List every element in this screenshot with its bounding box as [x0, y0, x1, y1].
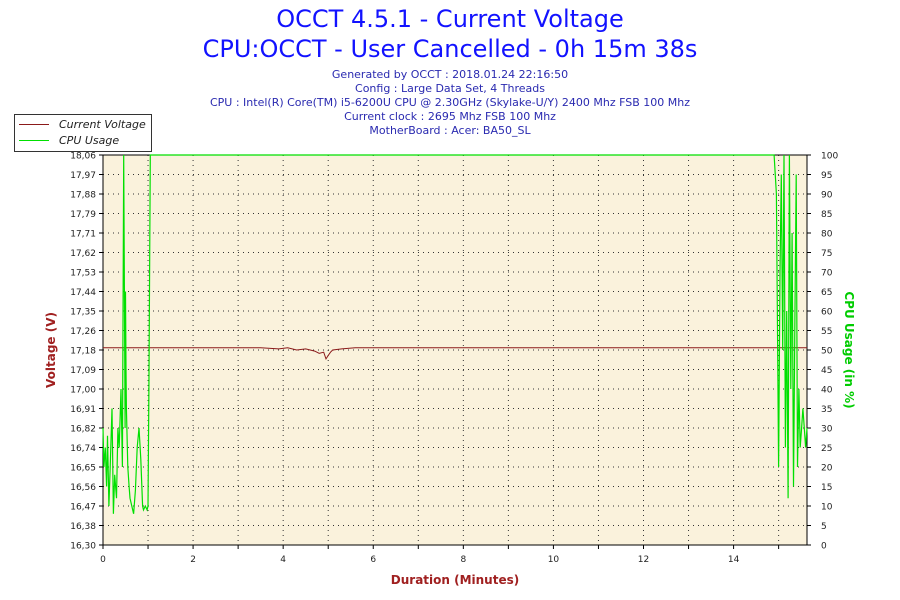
- y-tick-label: 17,26: [70, 327, 96, 337]
- y-tick-label: 17,53: [70, 269, 96, 279]
- y-tick-label: 16,56: [70, 483, 96, 493]
- y2-tick-label: 65: [821, 288, 832, 298]
- y-tick-label: 16,30: [70, 542, 96, 552]
- x-tick-label: 6: [370, 555, 376, 565]
- series-line-current-voltage: [103, 347, 807, 361]
- series-line-cpu-usage: [102, 154, 808, 514]
- y2-tick-label: 35: [821, 405, 832, 415]
- legend-label-cpu: CPU Usage: [59, 134, 120, 147]
- plot-area: [103, 155, 807, 545]
- y2-tick-label: 55: [821, 327, 832, 337]
- legend-swatch-cpu: [19, 140, 49, 141]
- y2-axis-label: CPU Usage (in %): [842, 291, 856, 408]
- x-tick-label: 4: [280, 555, 286, 565]
- y-tick-label: 16,38: [70, 522, 96, 532]
- y-tick-label: 16,82: [70, 425, 96, 435]
- y-tick-label: 17,35: [70, 308, 96, 318]
- y2-tick-label: 50: [821, 347, 833, 357]
- y2-tick-label: 15: [821, 483, 832, 493]
- info-line-clock: Current clock : 2695 Mhz FSB 100 Mhz: [344, 110, 556, 123]
- y-tick-label: 18,06: [70, 152, 96, 162]
- y2-tick-label: 45: [821, 366, 832, 376]
- y2-tick-label: 10: [821, 503, 833, 513]
- info-line-motherboard: MotherBoard : Acer: BA50_SL: [369, 124, 531, 137]
- y-tick-label: 17,97: [70, 171, 96, 181]
- y2-tick-label: 100: [821, 152, 838, 162]
- y2-tick-label: 90: [821, 191, 833, 201]
- y-tick-label: 17,18: [70, 347, 96, 357]
- y-tick-label: 16,74: [70, 444, 96, 454]
- x-tick-label: 14: [728, 555, 740, 565]
- legend-swatch-voltage: [19, 124, 49, 125]
- y2-tick-label: 70: [821, 269, 833, 279]
- y-tick-label: 16,91: [70, 405, 96, 415]
- y2-tick-label: 40: [821, 386, 833, 396]
- y-tick-label: 17,09: [70, 366, 96, 376]
- x-tick-label: 2: [190, 555, 196, 565]
- info-line-cpu: CPU : Intel(R) Core(TM) i5-6200U CPU @ 2…: [209, 96, 691, 109]
- y2-tick-label: 0: [821, 542, 827, 552]
- y2-tick-label: 95: [821, 171, 832, 181]
- y2-tick-label: 30: [821, 425, 833, 435]
- x-tick-label: 0: [100, 555, 106, 565]
- y-tick-label: 17,62: [70, 249, 96, 259]
- y-tick-label: 17,00: [70, 386, 96, 396]
- y-tick-label: 17,44: [70, 288, 96, 298]
- chart-subtitle: CPU:OCCT - User Cancelled - 0h 15m 38s: [202, 35, 698, 63]
- x-tick-label: 12: [638, 555, 649, 565]
- info-line-config: Config : Large Data Set, 4 Threads: [355, 82, 545, 95]
- legend-label-voltage: Current Voltage: [59, 118, 146, 131]
- y-tick-label: 17,88: [70, 191, 96, 201]
- y2-tick-label: 25: [821, 444, 832, 454]
- x-axis-label: Duration (Minutes): [391, 573, 519, 587]
- legend: Current Voltage CPU Usage: [14, 114, 152, 152]
- x-tick-label: 8: [460, 555, 466, 565]
- y2-tick-label: 85: [821, 210, 832, 220]
- info-lines: Generated by OCCT : 2018.01.24 22:16:50 …: [0, 68, 900, 138]
- y2-tick-label: 5: [821, 522, 827, 532]
- y2-tick-label: 75: [821, 249, 832, 259]
- y2-tick-label: 60: [821, 308, 833, 318]
- y2-tick-label: 80: [821, 230, 833, 240]
- info-line-generated: Generated by OCCT : 2018.01.24 22:16:50: [331, 68, 569, 81]
- y-tick-label: 17,71: [70, 230, 96, 240]
- legend-item-voltage: Current Voltage: [19, 117, 147, 133]
- y-tick-label: 16,47: [70, 503, 96, 513]
- legend-item-cpu: CPU Usage: [19, 133, 147, 149]
- chart-title: OCCT 4.5.1 - Current Voltage: [276, 5, 624, 33]
- y-tick-label: 17,79: [70, 210, 96, 220]
- y-tick-label: 16,65: [70, 464, 96, 474]
- y2-tick-label: 20: [821, 464, 833, 474]
- header: OCCT 4.5.1 - Current Voltage CPU:OCCT - …: [0, 4, 900, 138]
- y-axis-label: Voltage (V): [44, 312, 58, 388]
- x-tick-label: 10: [548, 555, 560, 565]
